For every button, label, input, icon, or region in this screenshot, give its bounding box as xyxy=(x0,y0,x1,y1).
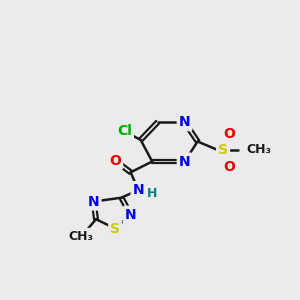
Text: H: H xyxy=(147,187,158,200)
Text: O: O xyxy=(109,154,121,168)
Text: N: N xyxy=(133,183,144,197)
Text: N: N xyxy=(179,154,190,169)
Text: Cl: Cl xyxy=(117,124,132,138)
Text: N: N xyxy=(125,208,136,222)
Text: N: N xyxy=(88,195,100,208)
Text: CH₃: CH₃ xyxy=(246,143,271,157)
Text: O: O xyxy=(223,127,235,141)
Text: CH₃: CH₃ xyxy=(68,230,93,243)
Text: O: O xyxy=(223,160,235,174)
Text: S: S xyxy=(110,222,120,236)
Text: S: S xyxy=(218,143,228,157)
Text: N: N xyxy=(179,115,190,129)
